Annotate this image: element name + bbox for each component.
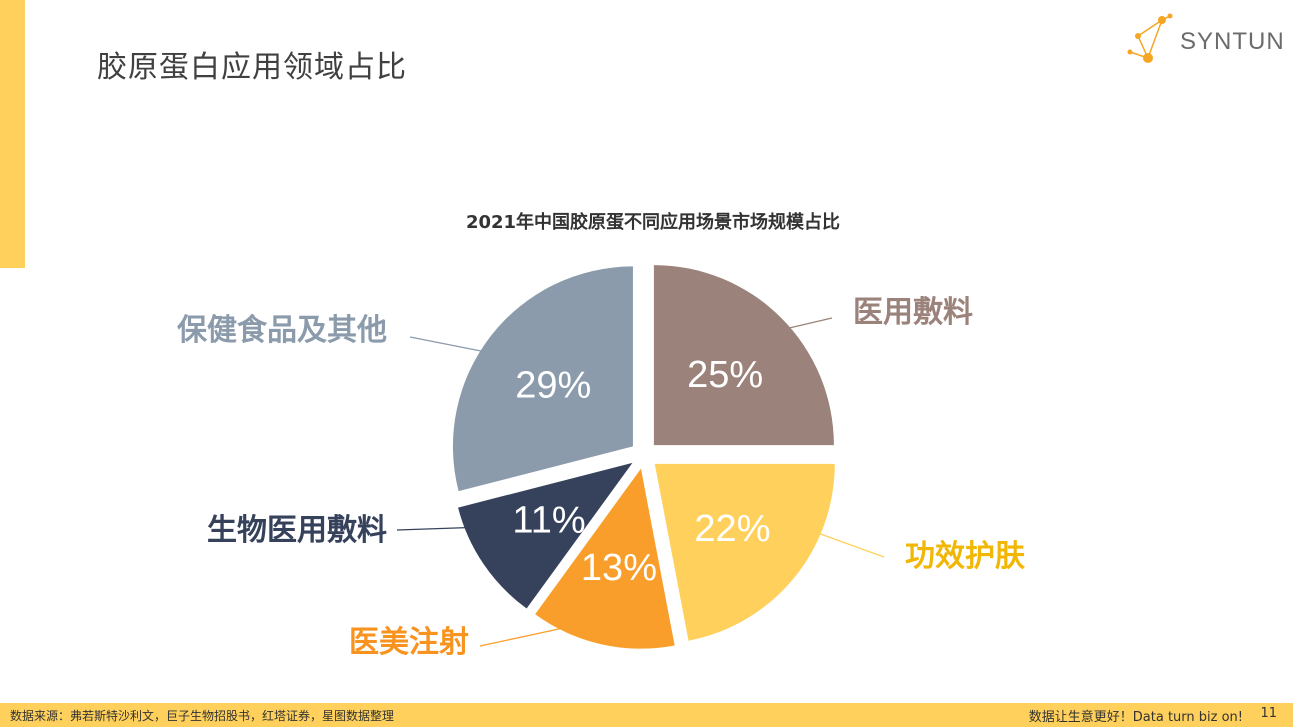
- accent-bar: [0, 0, 25, 268]
- leader-line: [771, 317, 833, 333]
- slice-name-label: 医美注射: [349, 625, 469, 660]
- slice-percent-label: 25%: [687, 354, 763, 396]
- footer-bar: 数据来源：弗若斯特沙利文，巨子生物招股书，红塔证券，星图数据整理 数据让生意更好…: [0, 703, 1293, 727]
- slice-name-label: 保健食品及其他: [177, 313, 387, 348]
- pie-chart: 2021年中国胶原蛋不同应用场景市场规模占比 25% 医用敷料 22% 功效护肤 13%…: [177, 211, 1026, 660]
- pie-slice: [535, 468, 675, 649]
- pie-slice: [452, 266, 633, 492]
- leader-line: [814, 531, 885, 558]
- slice-name-label: 医用敷料: [853, 295, 973, 330]
- page-number: 11: [1260, 706, 1277, 721]
- brand-name: SYNTUN: [1180, 28, 1285, 55]
- syntun-logo-icon: [1127, 13, 1173, 63]
- chart-title: 2021年中国胶原蛋不同应用场景市场规模占比: [466, 211, 840, 233]
- leader-line: [409, 336, 487, 353]
- slice-percent-label: 11%: [512, 500, 585, 542]
- pie-slice: [653, 265, 834, 446]
- slice-name-label: 生物医用敷料: [207, 513, 387, 548]
- data-source: 数据来源：弗若斯特沙利文，巨子生物招股书，红塔证券，星图数据整理: [10, 709, 395, 723]
- slice-name-label: 功效护肤: [905, 539, 1026, 574]
- pie-slice: [458, 462, 633, 609]
- pie-slice: [654, 463, 835, 641]
- slogan: 数据让生意更好！Data turn biz on!: [1028, 710, 1243, 725]
- slice-percent-label: 29%: [515, 365, 591, 407]
- page-title: 胶原蛋白应用领域占比: [97, 50, 407, 85]
- leader-line: [479, 623, 583, 647]
- slice-percent-label: 22%: [694, 508, 770, 550]
- slice-percent-label: 13%: [581, 547, 657, 589]
- leader-line: [396, 526, 486, 531]
